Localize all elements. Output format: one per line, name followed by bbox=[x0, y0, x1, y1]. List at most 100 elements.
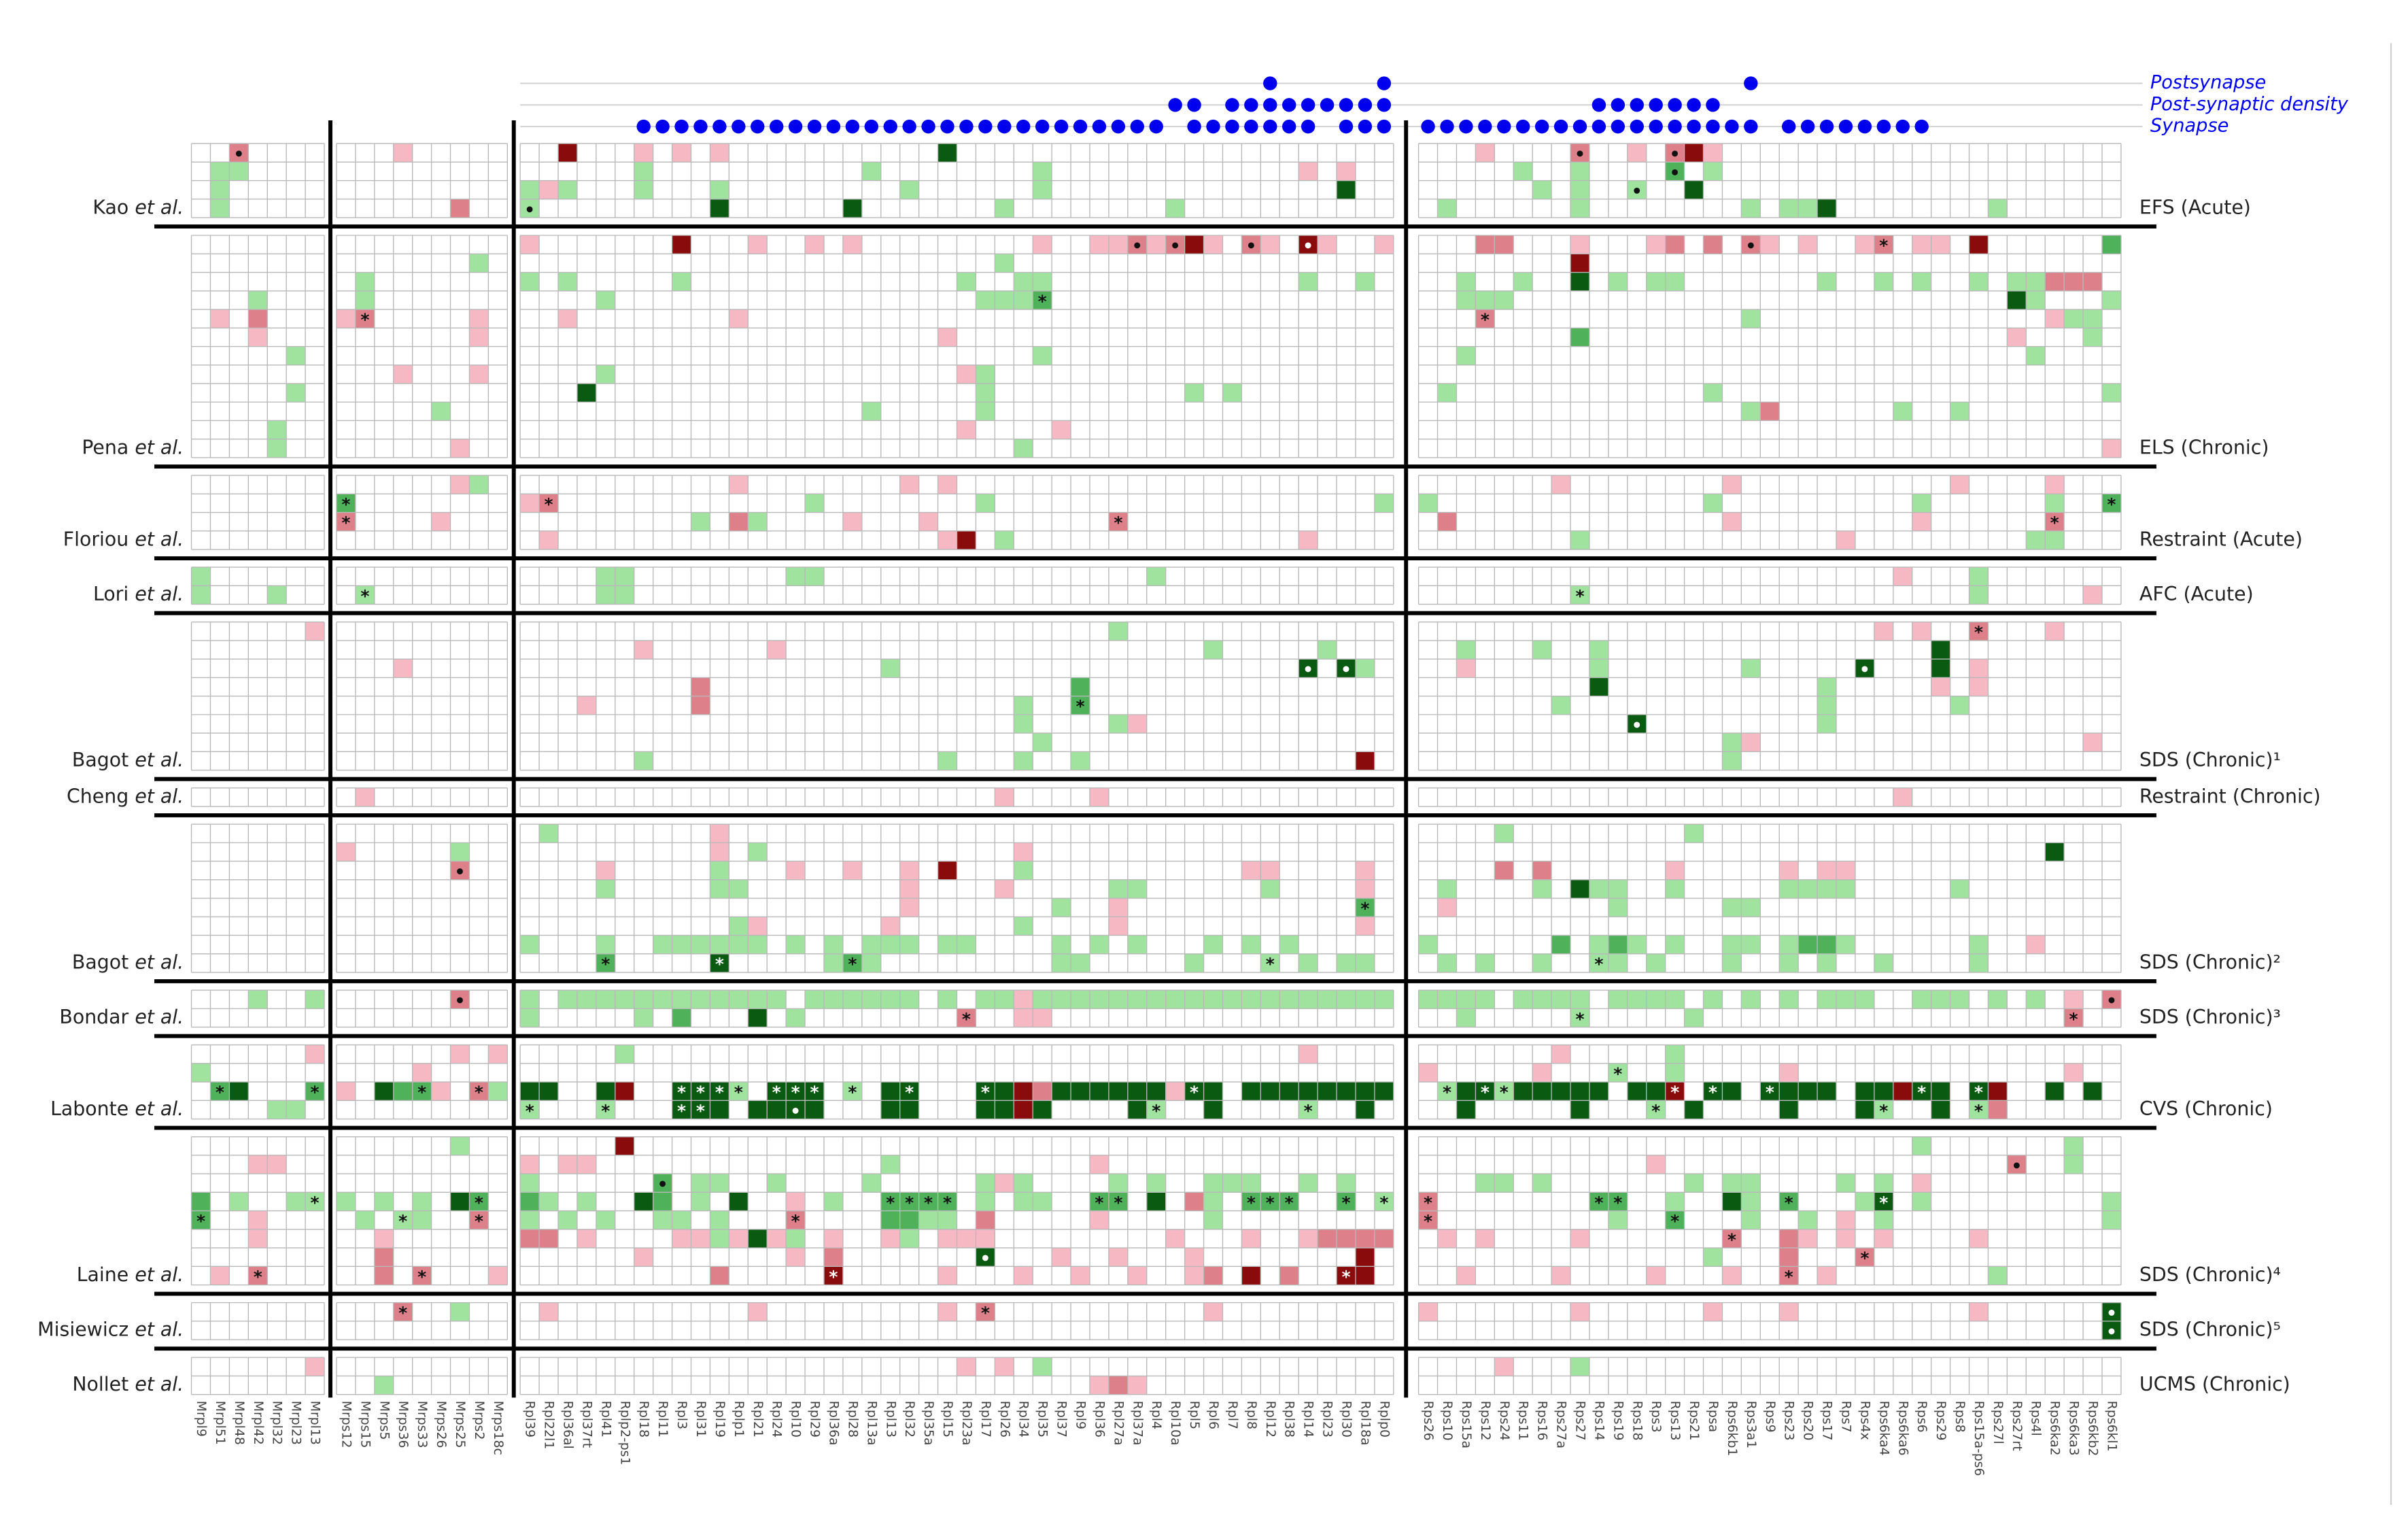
heat-cell bbox=[336, 309, 356, 328]
annotation-dot bbox=[940, 119, 954, 134]
gene-label: Rpl23a bbox=[959, 1401, 974, 1446]
heat-cell bbox=[1089, 935, 1109, 954]
heat-cell bbox=[995, 1174, 1014, 1193]
heat-cell bbox=[336, 1192, 356, 1211]
heat-cell bbox=[1608, 898, 1628, 917]
heat-cell bbox=[1014, 290, 1033, 310]
gene-label: Rpsa bbox=[1706, 1401, 1720, 1432]
heat-cell bbox=[1969, 935, 1989, 954]
heat-cell bbox=[995, 787, 1014, 807]
heat-cell bbox=[1931, 990, 1950, 1009]
heat-cell bbox=[229, 143, 249, 163]
heat-cell bbox=[1513, 1082, 1533, 1101]
annotation-dot bbox=[1592, 119, 1606, 134]
heat-cell bbox=[1722, 751, 1742, 770]
annotation-dot bbox=[1706, 98, 1720, 112]
heat-cell bbox=[520, 935, 540, 954]
heat-cell bbox=[1089, 1082, 1109, 1101]
heat-cell bbox=[1969, 1302, 1989, 1321]
heat-cell bbox=[672, 1229, 691, 1249]
gene-label: Rps17 bbox=[1820, 1401, 1834, 1441]
annotation-dot bbox=[1781, 119, 1796, 134]
heat-cell bbox=[2101, 1321, 2121, 1340]
heat-cell bbox=[1779, 879, 1799, 898]
heat-cell bbox=[450, 1045, 470, 1064]
study-author: Misiewicz bbox=[37, 1318, 128, 1340]
heat-cell bbox=[1337, 1082, 1356, 1101]
gene-label: Rpl34 bbox=[1016, 1401, 1031, 1438]
cell-marker: * bbox=[1917, 1083, 1926, 1102]
heat-cell bbox=[1893, 1082, 1912, 1101]
heat-cell bbox=[1494, 1174, 1514, 1193]
study-etal: et al. bbox=[135, 785, 184, 807]
heat-cell bbox=[2101, 439, 2121, 458]
heat-cell bbox=[1033, 162, 1052, 181]
heat-cell bbox=[1033, 1082, 1052, 1101]
heat-cell bbox=[1741, 402, 1761, 421]
gene-label: Rpl36al bbox=[560, 1401, 574, 1449]
heat-cell bbox=[1817, 953, 1837, 972]
annotation-dot bbox=[1301, 119, 1315, 134]
heat-cell bbox=[1241, 1229, 1261, 1249]
heat-cell bbox=[248, 1155, 268, 1174]
heat-cell bbox=[450, 1302, 470, 1321]
heat-cell bbox=[918, 512, 938, 531]
heat-cell bbox=[1779, 1082, 1799, 1101]
annotation-dot bbox=[1111, 119, 1126, 134]
heat-cell bbox=[539, 1229, 559, 1249]
heat-cell bbox=[1741, 733, 1761, 752]
gene-label: Rpl24 bbox=[770, 1401, 784, 1438]
heat-cell bbox=[1475, 235, 1495, 254]
gene-label: Rps19 bbox=[1611, 1401, 1625, 1441]
heat-cell bbox=[1855, 659, 1874, 678]
heat-cell bbox=[767, 990, 787, 1009]
heat-cell bbox=[2101, 384, 2121, 403]
cell-marker: * bbox=[2107, 494, 2116, 514]
heat-cell bbox=[355, 290, 375, 310]
heat-cell bbox=[248, 309, 268, 328]
cell-marker: * bbox=[417, 1267, 426, 1287]
heat-cell bbox=[1418, 494, 1438, 513]
heat-cell bbox=[1779, 1248, 1799, 1267]
cell-marker: * bbox=[715, 1083, 724, 1102]
heat-cell bbox=[1203, 990, 1223, 1009]
heat-cell bbox=[1241, 1266, 1261, 1285]
annotation-dot bbox=[1339, 119, 1354, 134]
gene-label: Rpl13 bbox=[883, 1401, 897, 1438]
cell-marker: * bbox=[696, 1101, 705, 1121]
heat-cell bbox=[248, 290, 268, 310]
cell-marker: • bbox=[1341, 660, 1352, 679]
heat-cell bbox=[634, 640, 653, 660]
cell-marker: * bbox=[341, 513, 350, 533]
heat-cell bbox=[1874, 1192, 1893, 1211]
heat-cell bbox=[653, 990, 672, 1009]
gene-label: Mrpl51 bbox=[213, 1401, 227, 1445]
heat-cell bbox=[1260, 861, 1280, 880]
heat-cell bbox=[1494, 824, 1514, 843]
heat-cell bbox=[305, 1082, 325, 1101]
heat-cell bbox=[1071, 1266, 1090, 1285]
heat-cell bbox=[653, 1174, 672, 1193]
heat-cell bbox=[210, 309, 230, 328]
heat-cell bbox=[1033, 733, 1052, 752]
heat-cell bbox=[2083, 272, 2102, 291]
heat-cell bbox=[1570, 272, 1589, 291]
heat-cell bbox=[520, 199, 540, 218]
heat-cell bbox=[1241, 1192, 1261, 1211]
heat-cell bbox=[450, 439, 470, 458]
heat-cell bbox=[861, 935, 881, 954]
gene-label: Mrpl42 bbox=[251, 1401, 265, 1445]
heat-cell bbox=[1203, 1302, 1223, 1321]
annotation-dot bbox=[1687, 119, 1701, 134]
heat-cell bbox=[1931, 677, 1950, 696]
annotation-dot bbox=[1819, 119, 1834, 134]
annotation-dot bbox=[1168, 98, 1182, 112]
heat-cell bbox=[899, 475, 919, 494]
heat-cell bbox=[1108, 1376, 1128, 1395]
cell-marker: * bbox=[1500, 1083, 1509, 1102]
heat-cell bbox=[1014, 917, 1033, 936]
study-author: Nollet bbox=[72, 1373, 128, 1395]
cell-marker: * bbox=[1594, 1193, 1603, 1212]
heat-cell bbox=[191, 1192, 211, 1211]
annotation-dot bbox=[1149, 119, 1163, 134]
